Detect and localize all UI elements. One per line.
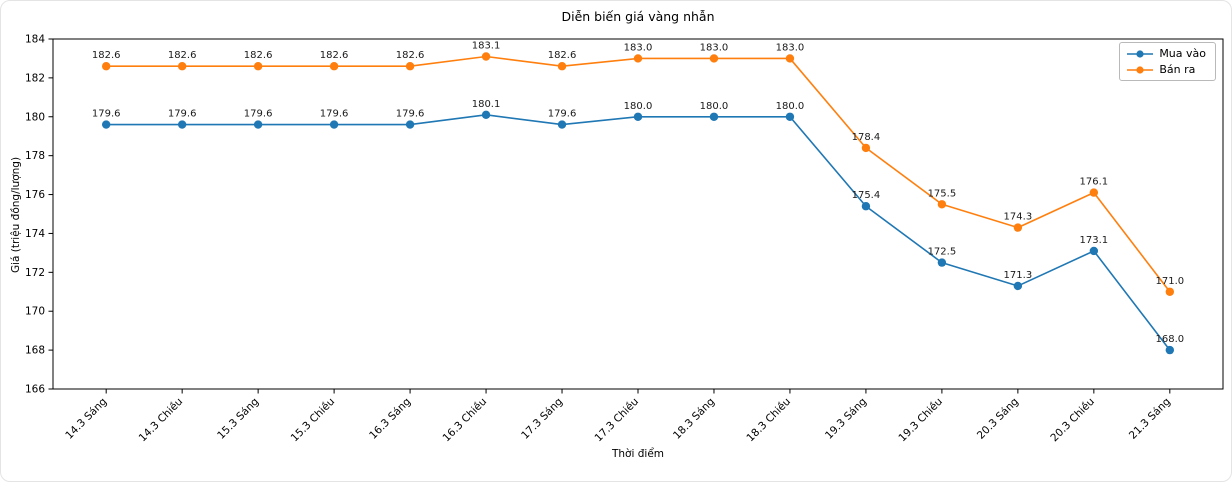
x-tick-label: 19.3 Sáng (823, 396, 869, 442)
data-point-mua-vao (1013, 281, 1023, 291)
data-point-label-ban-ra: 176.1 (1080, 177, 1109, 188)
data-point-ban-ra (405, 62, 415, 71)
data-point-label-mua-vao: 180.0 (776, 101, 805, 112)
data-point-mua-vao (481, 110, 491, 120)
data-point-label-mua-vao: 179.6 (168, 109, 197, 120)
series-line-ban-ra (106, 55, 1171, 293)
data-point-mua-vao (329, 120, 339, 129)
x-axis-label: Thời điểm (611, 448, 665, 460)
legend: Mua vào Bán ra (1119, 42, 1216, 81)
y-tick-label: 174 (25, 228, 45, 240)
data-point-ban-ra (557, 62, 567, 71)
y-tick-label: 176 (25, 189, 45, 201)
y-tick-label: 180 (25, 111, 45, 123)
data-point-ban-ra (1013, 223, 1023, 232)
chart-title: Diễn biến giá vàng nhẫn (561, 9, 715, 24)
data-point-mua-vao (101, 120, 111, 129)
data-point-label-ban-ra: 183.0 (776, 42, 805, 53)
data-point-mua-vao (785, 112, 795, 121)
data-point-ban-ra (101, 62, 111, 71)
x-tick-label: 21.3 Sáng (1127, 396, 1173, 442)
x-tick-label: 20.3 Sáng (975, 396, 1021, 442)
data-point-label-ban-ra: 178.4 (852, 132, 881, 143)
legend-item-mua-vao: Mua vào (1127, 48, 1206, 59)
data-point-label-ban-ra: 182.6 (168, 50, 197, 61)
data-point-ban-ra (709, 54, 719, 63)
y-axis-label: Giá (triệu đồng/lượng) (10, 156, 22, 274)
x-tick-label: 19.3 Chiều (896, 396, 945, 445)
data-point-label-ban-ra: 175.5 (928, 188, 957, 199)
data-point-ban-ra (329, 62, 339, 71)
data-point-label-ban-ra: 182.6 (396, 50, 425, 61)
data-point-label-ban-ra: 183.0 (624, 42, 653, 53)
data-point-mua-vao (937, 258, 947, 267)
data-point-ban-ra (785, 54, 795, 63)
data-point-ban-ra (633, 54, 643, 63)
data-point-label-ban-ra: 182.6 (244, 50, 273, 61)
y-tick-label: 168 (25, 345, 45, 357)
data-point-mua-vao (1089, 246, 1099, 256)
data-point-label-mua-vao: 179.6 (548, 109, 577, 120)
data-point-mua-vao (557, 120, 567, 129)
legend-marker-icon (1127, 49, 1154, 58)
series-line-mua-vao (106, 114, 1171, 351)
data-point-label-mua-vao: 180.0 (700, 101, 729, 112)
y-tick-label: 178 (25, 150, 45, 162)
data-point-ban-ra (481, 52, 491, 61)
data-point-label-mua-vao: 179.6 (244, 109, 273, 120)
x-tick-label: 14.3 Chiều (137, 396, 186, 445)
x-tick-label: 16.3 Chiều (441, 396, 490, 445)
legend-item-ban-ra: Bán ra (1127, 64, 1206, 75)
x-tick-label: 18.3 Chiều (744, 396, 793, 445)
x-tick-label: 20.3 Chiều (1048, 396, 1097, 445)
data-point-ban-ra (1089, 188, 1099, 197)
data-point-mua-vao (1165, 345, 1175, 355)
data-point-label-ban-ra: 171.0 (1155, 276, 1184, 287)
x-tick-label: 16.3 Sáng (367, 396, 413, 442)
data-point-ban-ra (1165, 287, 1175, 296)
data-point-mua-vao (633, 112, 643, 121)
data-point-label-mua-vao: 179.6 (396, 109, 425, 120)
data-point-mua-vao (709, 112, 719, 121)
x-tick-label: 17.3 Chiều (593, 396, 642, 445)
data-point-label-ban-ra: 174.3 (1004, 212, 1033, 223)
data-point-label-mua-vao: 179.6 (320, 109, 349, 120)
data-point-label-ban-ra: 182.6 (548, 50, 577, 61)
data-point-label-mua-vao: 180.0 (624, 101, 653, 112)
x-tick-label: 17.3 Sáng (519, 396, 565, 442)
data-point-label-mua-vao: 180.1 (472, 99, 501, 110)
data-point-label-mua-vao: 171.3 (1004, 270, 1033, 281)
x-tick-label: 18.3 Sáng (671, 396, 717, 442)
data-point-label-mua-vao: 179.6 (92, 109, 121, 120)
legend-marker-icon (1127, 65, 1154, 74)
x-tick-label: 15.3 Chiều (289, 396, 338, 445)
data-point-ban-ra (861, 143, 871, 153)
y-tick-label: 166 (25, 384, 45, 396)
data-point-label-ban-ra: 182.6 (320, 50, 349, 61)
data-point-label-mua-vao: 175.4 (852, 190, 881, 201)
x-tick-label: 15.3 Sáng (215, 396, 261, 442)
data-point-label-ban-ra: 182.6 (92, 50, 121, 61)
data-point-ban-ra (253, 62, 263, 71)
data-point-mua-vao (177, 120, 187, 129)
data-point-mua-vao (253, 120, 263, 129)
data-point-label-ban-ra: 183.1 (472, 41, 501, 52)
y-tick-label: 182 (25, 72, 45, 84)
data-point-label-ban-ra: 183.0 (700, 42, 729, 53)
y-tick-label: 172 (25, 267, 45, 279)
data-point-label-mua-vao: 172.5 (928, 247, 957, 258)
y-tick-label: 170 (25, 306, 45, 318)
data-point-ban-ra (177, 62, 187, 71)
x-tick-label: 14.3 Sáng (63, 396, 109, 442)
data-point-mua-vao (405, 120, 415, 129)
data-point-label-mua-vao: 168.0 (1155, 334, 1184, 345)
data-point-label-mua-vao: 173.1 (1080, 235, 1109, 246)
data-point-mua-vao (861, 202, 871, 211)
y-tick-label: 184 (25, 34, 45, 46)
data-point-ban-ra (937, 200, 947, 209)
legend-label: Bán ra (1159, 63, 1196, 76)
legend-label: Mua vào (1159, 47, 1206, 60)
